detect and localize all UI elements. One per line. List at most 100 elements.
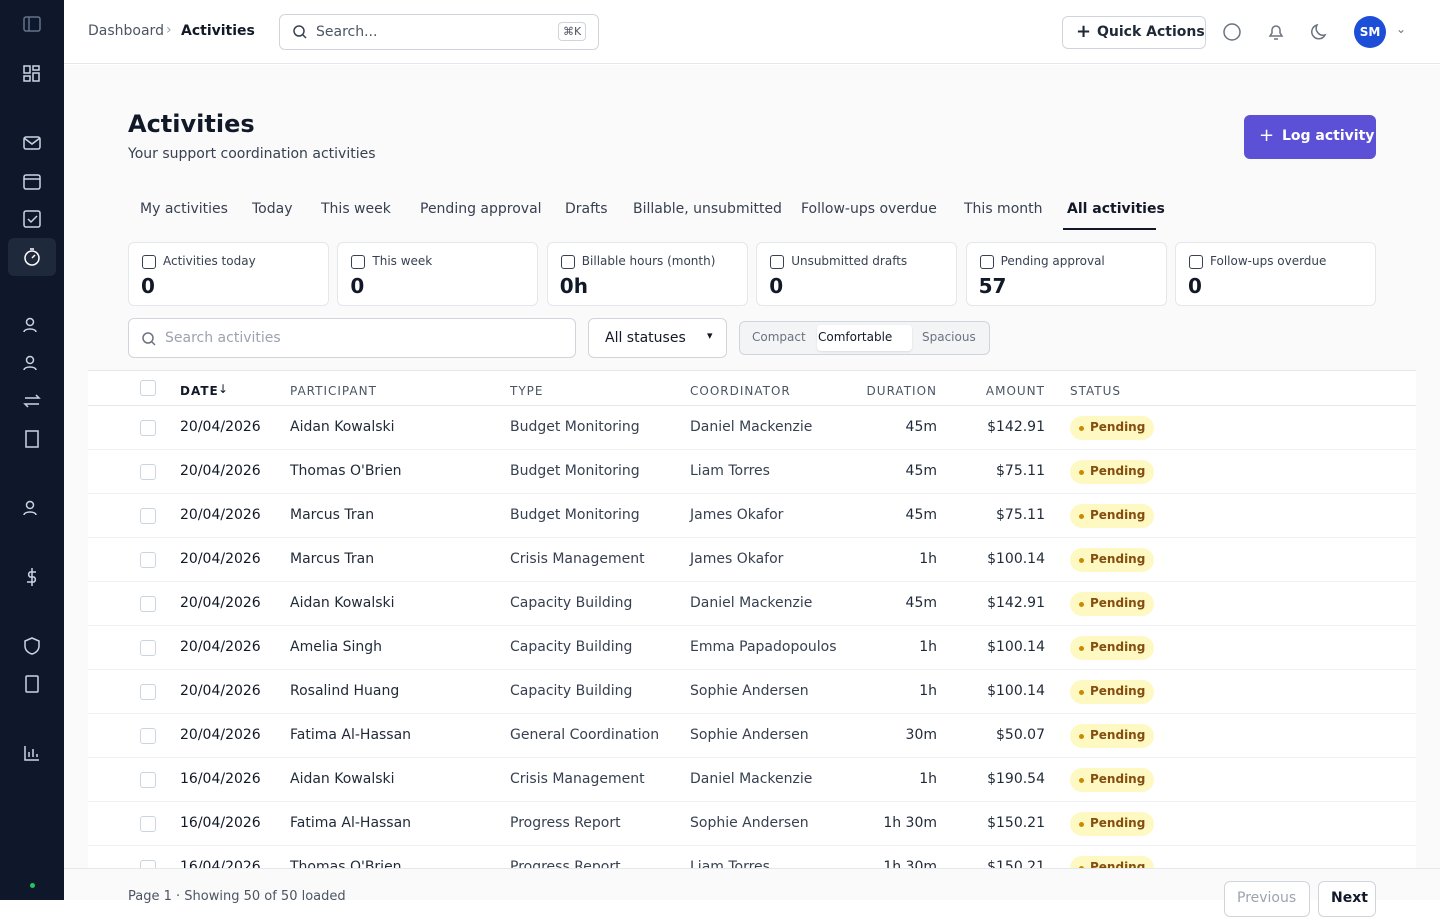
checkbox[interactable] (140, 552, 156, 568)
status-select[interactable]: All statuses ▾ (588, 318, 727, 358)
checkbox[interactable] (140, 420, 156, 436)
theme[interactable] (1310, 22, 1330, 42)
icon[interactable] (22, 498, 42, 518)
icon[interactable] (22, 391, 42, 411)
breadcrumb: Activities (181, 23, 255, 39)
column-header[interactable]: TYPE (510, 384, 544, 398)
stat-label: Pending approval (1000, 254, 1105, 268)
participant[interactable]: Fatima Al-Hassan (290, 727, 412, 743)
checkbox[interactable] (140, 728, 156, 744)
column-header[interactable]: DURATION (866, 384, 937, 398)
coordinator: Daniel Mackenzie (690, 419, 813, 435)
column-header[interactable]: PARTICIPANT (290, 384, 377, 398)
checkbox[interactable] (140, 464, 156, 480)
icon[interactable] (22, 743, 42, 763)
date: 16/04/2026 (180, 859, 261, 868)
participant[interactable]: Thomas O'Brien (290, 463, 402, 479)
coordinator: Liam Torres (690, 463, 770, 479)
icon[interactable] (22, 133, 42, 153)
log-activity[interactable]: + Log activity (1244, 115, 1376, 159)
table-row: 20/04/2026 Aidan Kowalski Capacity Buildin… (88, 582, 1416, 626)
icon[interactable] (22, 429, 42, 449)
icon[interactable] (22, 567, 42, 587)
previous[interactable]: Previous (1224, 881, 1310, 917)
participant[interactable]: Marcus Tran (290, 507, 375, 523)
tab[interactable]: Pending approval (420, 201, 542, 217)
column-header[interactable]: STATUS (1070, 384, 1122, 398)
avatar[interactable]: SM (1354, 16, 1386, 48)
activity-search[interactable]: Search activities (128, 318, 576, 358)
table-row: 20/04/2026 Amelia Singh Capacity Building E… (88, 626, 1416, 670)
icon: + (1076, 21, 1092, 42)
tab[interactable]: All activities (1067, 201, 1165, 217)
checkbox[interactable] (140, 640, 156, 656)
table-row: 20/04/2026 Thomas O'Brien Budget Monitorin… (88, 450, 1416, 494)
stat-value: 0h (559, 274, 588, 298)
icon[interactable] (22, 209, 42, 229)
column-header[interactable]: COORDINATOR (690, 384, 791, 398)
participant[interactable]: Thomas O'Brien (290, 859, 402, 868)
type: General Coordination (510, 727, 660, 743)
coordinator: Liam Torres (690, 859, 770, 868)
density-option[interactable]: Comfortable (818, 330, 893, 344)
icon[interactable] (22, 247, 42, 267)
placeholder: Search activities (165, 330, 281, 346)
duration: 45m (905, 419, 937, 435)
checkbox[interactable] (140, 596, 156, 612)
participant[interactable]: Fatima Al-Hassan (290, 815, 412, 831)
status-badge: Pending (1070, 636, 1155, 660)
icon[interactable] (22, 674, 42, 694)
tab[interactable]: This month (964, 201, 1043, 217)
date: 20/04/2026 (180, 463, 261, 479)
date: 16/04/2026 (180, 771, 261, 787)
density-option[interactable]: Compact (752, 330, 806, 344)
amount: $150.21 (987, 859, 1045, 868)
column-header[interactable]: DATE (180, 384, 219, 398)
help[interactable] (1222, 22, 1242, 42)
status-dot (30, 883, 35, 888)
density-option[interactable]: Spacious (922, 330, 976, 344)
participant[interactable]: Aidan Kowalski (290, 595, 395, 611)
table-row: 16/04/2026 Thomas O'Brien Progress Report L… (88, 846, 1416, 868)
tab[interactable]: Follow-ups overdue (801, 201, 937, 217)
tab[interactable]: This week (321, 201, 391, 217)
checkbox[interactable] (140, 860, 156, 868)
checkbox[interactable] (140, 380, 156, 396)
stat-value: 0 (141, 274, 155, 298)
participant[interactable]: Amelia Singh (290, 639, 383, 655)
participant[interactable]: Rosalind Huang (290, 683, 400, 699)
quick-actions[interactable]: + Quick Actions (1062, 16, 1206, 49)
checkbox[interactable] (140, 508, 156, 524)
duration: 1h 30m (883, 815, 937, 831)
tab[interactable]: Billable, unsubmitted (633, 201, 782, 217)
icon[interactable] (22, 64, 42, 84)
participant[interactable]: Aidan Kowalski (290, 771, 395, 787)
checkbox[interactable] (140, 684, 156, 700)
tab[interactable]: Drafts (565, 201, 608, 217)
icon[interactable] (22, 315, 42, 335)
top-bar: Dashboard › Activities Search... ⌘K + Qui… (64, 0, 1440, 64)
icon[interactable] (22, 353, 42, 373)
notifications[interactable] (1266, 22, 1286, 42)
next[interactable]: Next (1318, 881, 1376, 917)
icon (142, 332, 156, 346)
checkbox[interactable] (140, 772, 156, 788)
participant[interactable]: Marcus Tran (290, 551, 375, 567)
participant[interactable]: Aidan Kowalski (290, 419, 395, 435)
icon[interactable] (22, 636, 42, 656)
type: Budget Monitoring (510, 419, 640, 435)
coordinator: James Okafor (690, 551, 784, 567)
tab[interactable]: My activities (140, 201, 228, 217)
status-badge: Pending (1070, 416, 1155, 440)
search[interactable]: Search... ⌘K (279, 14, 599, 50)
coordinator: Sophie Andersen (690, 727, 809, 743)
amount: $142.91 (987, 595, 1045, 611)
checkbox[interactable] (140, 816, 156, 832)
type: Crisis Management (510, 771, 645, 787)
icon[interactable] (22, 171, 42, 191)
tab[interactable]: Today (252, 201, 293, 217)
breadcrumb[interactable]: Dashboard (88, 23, 164, 39)
column-header[interactable]: AMOUNT (985, 384, 1045, 398)
duration: 30m (905, 727, 937, 743)
